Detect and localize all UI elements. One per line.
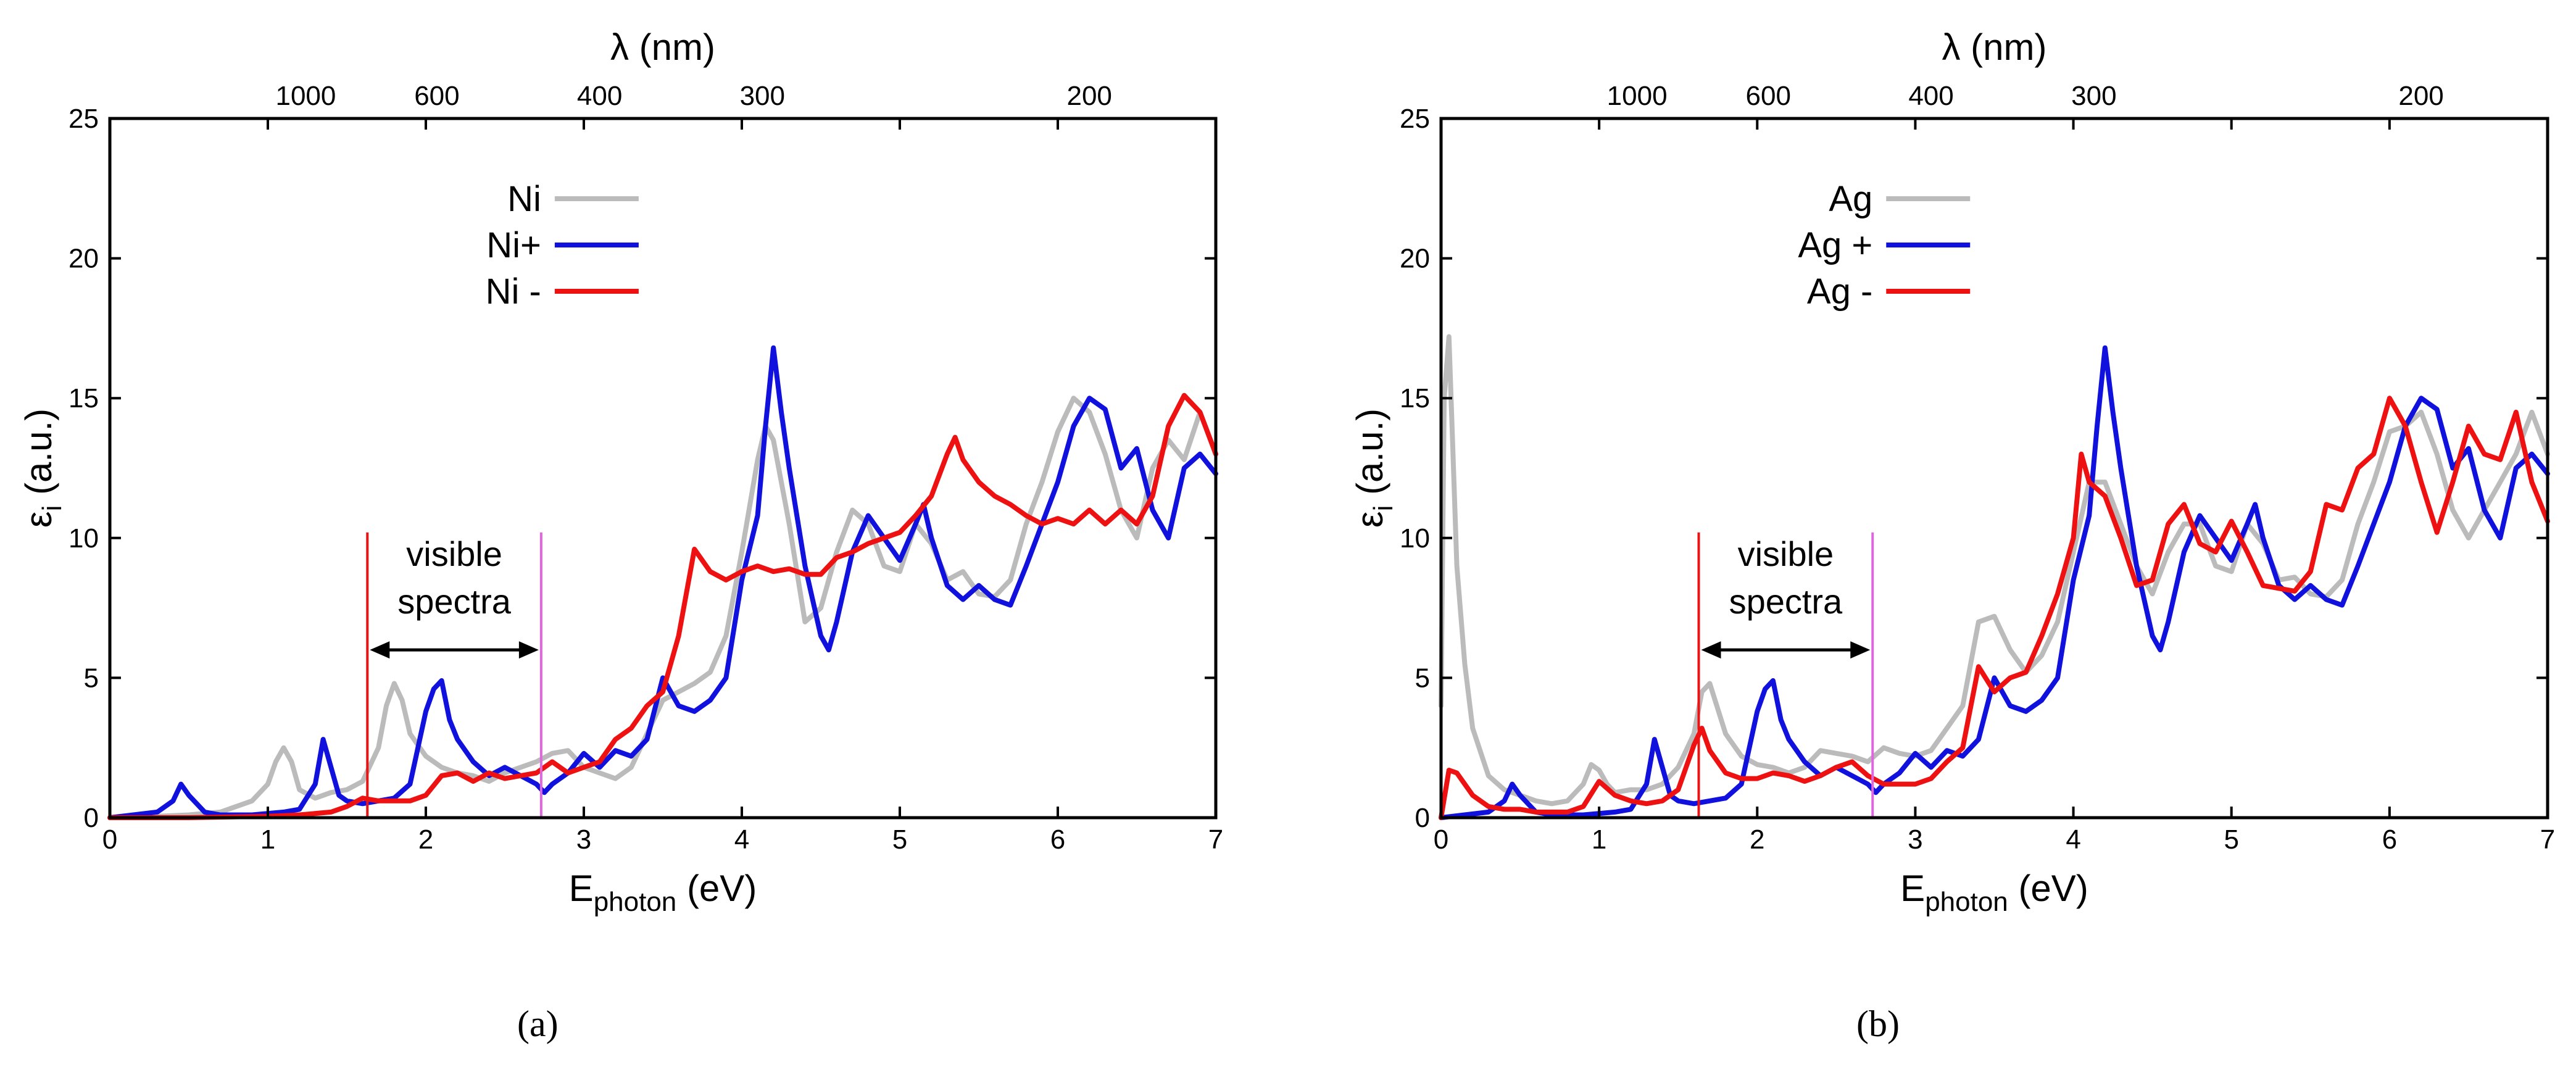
y-tick-label: 20 xyxy=(1400,244,1430,274)
y-tick-label: 20 xyxy=(69,244,99,274)
y-tick-label: 5 xyxy=(84,663,99,693)
x-tick-label: 6 xyxy=(1050,824,1065,855)
visible-arrow-right-head xyxy=(1850,641,1871,659)
x-axis-label: Ephoton (eV) xyxy=(1900,868,2088,917)
top-tick-label: 1000 xyxy=(275,81,336,111)
top-tick-label: 200 xyxy=(2398,81,2443,111)
visible-arrow-left-head xyxy=(370,641,390,659)
x-axis-label: Ephoton (eV) xyxy=(569,868,757,917)
plot-frame xyxy=(1439,117,2549,820)
y-tick-label: 5 xyxy=(1415,663,1430,693)
x-tick-label: 1 xyxy=(1592,824,1606,855)
top-tick-label: 300 xyxy=(2071,81,2116,111)
x-tick-label: 6 xyxy=(2382,824,2397,855)
y-axis-label: εi (a.u.) xyxy=(18,409,67,528)
x-tick-label: 3 xyxy=(1908,824,1922,855)
x-tick-label: 1 xyxy=(260,824,275,855)
series-line-agminus xyxy=(1439,396,2550,820)
y-tick-label: 15 xyxy=(69,383,99,413)
y-tick-label: 10 xyxy=(69,523,99,554)
visible-label-line1: visible xyxy=(406,534,502,573)
x-tick-label: 2 xyxy=(1750,824,1764,855)
top-tick-label: 200 xyxy=(1066,81,1111,111)
top-tick-label: 1000 xyxy=(1607,81,1668,111)
x-tick-label: 7 xyxy=(2540,824,2555,855)
series-line-agplus xyxy=(1439,345,2550,820)
y-tick-label: 15 xyxy=(1400,383,1430,413)
legend-label: Ni xyxy=(507,179,541,219)
visible-arrow-right-head xyxy=(518,641,539,659)
x-tick-label: 5 xyxy=(892,824,907,855)
visible-label-line2: spectra xyxy=(397,582,511,621)
top-axis-label: λ (nm) xyxy=(1942,27,2047,68)
y-tick-label: 25 xyxy=(69,104,99,134)
x-tick-label: 7 xyxy=(1208,824,1223,855)
top-tick-label: 400 xyxy=(1908,81,1953,111)
x-tick-label: 0 xyxy=(1434,824,1448,855)
top-tick-label: 400 xyxy=(577,81,622,111)
y-tick-label: 10 xyxy=(1400,523,1430,554)
top-axis-label: λ (nm) xyxy=(610,27,715,68)
series-group xyxy=(107,345,1218,820)
visible-label-line1: visible xyxy=(1738,534,1834,573)
x-tick-label: 3 xyxy=(576,824,591,855)
series-line-ag xyxy=(1439,334,2550,807)
y-tick-label: 0 xyxy=(1415,803,1430,833)
x-tick-label: 5 xyxy=(2224,824,2238,855)
legend-label: Ag + xyxy=(1798,225,1872,265)
legend-label: Ni+ xyxy=(486,225,541,265)
visible-label-line2: spectra xyxy=(1729,582,1843,621)
panel-label-b: (b) xyxy=(1856,1003,1900,1044)
legend-label: Ag xyxy=(1829,179,1872,219)
panel-label-a: (a) xyxy=(517,1003,559,1044)
top-tick-label: 600 xyxy=(414,81,459,111)
plot-frame xyxy=(108,117,1218,820)
legend-label: Ni - xyxy=(486,272,541,312)
top-tick-label: 600 xyxy=(1746,81,1791,111)
series-line-niplus xyxy=(107,345,1218,820)
visible-arrow-left-head xyxy=(1701,641,1721,659)
series-line-niminus xyxy=(107,392,1218,820)
legend-label: Ag - xyxy=(1807,272,1872,312)
chart-panel-1: visible spectra 0 1 2 3 4 5 6 7 0 5 10 15 20 25 1000 600 4… xyxy=(1349,27,2555,917)
y-tick-label: 25 xyxy=(1400,104,1430,134)
x-tick-label: 4 xyxy=(734,824,749,855)
top-tick-label: 300 xyxy=(740,81,785,111)
y-tick-label: 0 xyxy=(84,803,99,833)
x-tick-label: 0 xyxy=(102,824,117,855)
x-tick-label: 4 xyxy=(2066,824,2080,855)
series-line-ni xyxy=(107,396,1218,820)
chart-panel-0: visible spectra 0 1 2 3 4 5 6 7 0 5 10 15 20 25 1000 600 4… xyxy=(18,27,1223,917)
series-group xyxy=(1439,334,2550,820)
x-tick-label: 2 xyxy=(418,824,433,855)
y-axis-label: εi (a.u.) xyxy=(1349,409,1398,528)
